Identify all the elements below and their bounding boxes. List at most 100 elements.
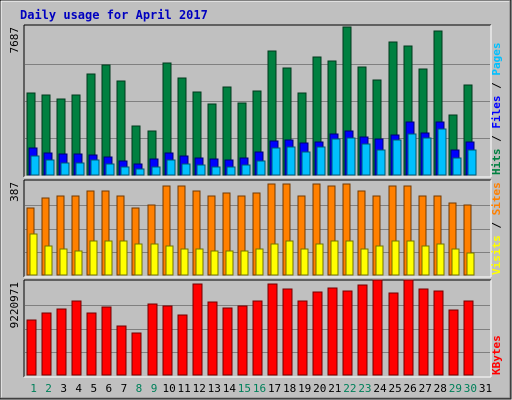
- x-tick-label-day-28: 28: [434, 382, 447, 395]
- bar-kbytes-day-9: [147, 303, 158, 376]
- panel-kbytes: 9220971 KBytes: [8, 279, 503, 378]
- x-tick-label-day-6: 6: [106, 382, 113, 395]
- bar-kbytes-day-26: [403, 279, 414, 376]
- bar-sites-day-9: [150, 243, 159, 276]
- bar-pages-day-24: [376, 149, 386, 176]
- series-label-separator: /: [490, 129, 503, 149]
- bar-pages-day-12: [196, 164, 206, 176]
- bar-pages-day-20: [316, 146, 326, 176]
- bar-pages-day-2: [45, 159, 55, 176]
- bar-sites-day-19: [300, 248, 309, 276]
- bar-sites-day-28: [436, 243, 445, 276]
- bar-pages-day-10: [166, 159, 176, 176]
- x-tick-label-day-3: 3: [60, 382, 67, 395]
- bar-sites-day-7: [119, 240, 128, 276]
- bar-kbytes-day-13: [207, 301, 218, 376]
- bar-sites-day-18: [285, 240, 294, 276]
- bar-pages-day-13: [211, 166, 221, 176]
- bar-kbytes-day-18: [282, 288, 293, 376]
- bar-kbytes-day-25: [388, 292, 399, 376]
- bar-pages-day-15: [241, 164, 251, 176]
- series-label-kbytes: KBytes: [490, 335, 503, 375]
- bar-pages-day-22: [346, 137, 356, 176]
- bar-pages-day-29: [452, 157, 462, 176]
- series-label-files: Files: [490, 96, 503, 129]
- chart-panels: 7687 Hits / Files / Pages 387 Visits / Site…: [8, 24, 503, 378]
- bar-kbytes-day-19: [297, 300, 308, 376]
- x-tick-label-day-1: 1: [30, 382, 37, 395]
- x-tick-label-day-21: 21: [328, 382, 341, 395]
- x-tick-label-day-9: 9: [151, 382, 158, 395]
- bar-kbytes-day-4: [71, 300, 82, 376]
- bar-sites-day-30: [466, 252, 475, 276]
- bar-kbytes-day-27: [418, 288, 429, 376]
- bar-pages-day-18: [286, 146, 296, 176]
- bar-sites-day-29: [451, 248, 460, 276]
- bar-sites-day-2: [44, 245, 53, 276]
- bar-kbytes-day-22: [342, 290, 353, 376]
- bar-kbytes-day-7: [116, 325, 127, 376]
- bar-kbytes-day-28: [433, 290, 444, 376]
- bar-sites-day-3: [59, 248, 68, 276]
- x-tick-label-day-4: 4: [75, 382, 82, 395]
- x-tick-label-day-7: 7: [121, 382, 128, 395]
- bar-pages-day-23: [361, 143, 371, 176]
- bar-sites-day-17: [270, 243, 279, 276]
- series-label-pages: Pages: [490, 43, 503, 76]
- bar-sites-day-12: [195, 248, 204, 276]
- panel-ymax-label: 7687: [8, 27, 21, 54]
- bar-sites-day-4: [74, 250, 83, 276]
- bar-kbytes-day-15: [237, 305, 248, 376]
- bar-pages-day-17: [271, 147, 281, 176]
- x-tick-label-day-26: 26: [404, 382, 417, 395]
- bar-pages-day-9: [151, 166, 161, 176]
- bar-sites-day-22: [345, 240, 354, 276]
- x-tick-label-day-23: 23: [358, 382, 371, 395]
- bar-kbytes-day-30: [463, 300, 474, 376]
- bar-pages-day-3: [60, 162, 70, 176]
- bar-pages-day-11: [181, 163, 191, 176]
- panel-ymax-label: 387: [8, 182, 21, 202]
- bar-pages-day-7: [120, 166, 130, 176]
- bar-kbytes-day-10: [162, 305, 173, 376]
- bar-sites-day-27: [421, 245, 430, 276]
- x-tick-label-day-8: 8: [136, 382, 143, 395]
- x-tick-label-day-11: 11: [178, 382, 191, 395]
- bar-sites-day-13: [210, 250, 219, 276]
- bar-pages-day-19: [301, 151, 311, 176]
- bar-pages-day-4: [75, 162, 85, 176]
- x-tick-label-day-29: 29: [449, 382, 462, 395]
- panel-visits-sites: 387 Visits / Sites: [8, 179, 503, 278]
- x-tick-label-day-27: 27: [419, 382, 432, 395]
- bar-kbytes-day-12: [192, 283, 203, 376]
- panel-series-labels: Visits / Sites: [490, 182, 503, 275]
- bar-pages-day-30: [467, 149, 477, 176]
- x-tick-label-day-2: 2: [45, 382, 52, 395]
- bar-pages-day-25: [392, 139, 402, 176]
- bar-sites-day-21: [330, 240, 339, 276]
- x-tick-label-day-20: 20: [313, 382, 326, 395]
- panel-hits-pages-files: 7687 Hits / Files / Pages: [8, 24, 503, 178]
- bar-pages-day-14: [226, 166, 236, 176]
- x-tick-label-day-12: 12: [193, 382, 206, 395]
- bar-kbytes-day-23: [357, 284, 368, 376]
- bar-kbytes-day-24: [372, 279, 383, 376]
- bar-pages-day-5: [90, 159, 100, 176]
- bar-kbytes-day-3: [56, 308, 67, 376]
- x-tick-label-day-24: 24: [373, 382, 387, 395]
- bar-pages-day-16: [256, 160, 266, 176]
- bar-kbytes-day-16: [252, 300, 263, 376]
- bar-sites-day-14: [225, 250, 234, 276]
- bar-pages-day-6: [105, 163, 115, 176]
- x-tick-label-day-22: 22: [343, 382, 356, 395]
- bar-sites-day-8: [134, 243, 143, 276]
- panel-series-labels: KBytes: [490, 335, 503, 375]
- bar-pages-day-26: [407, 133, 417, 176]
- bar-sites-day-26: [406, 240, 415, 276]
- bar-kbytes-day-14: [222, 307, 233, 376]
- chart-title: Daily usage for April 2017: [20, 8, 208, 22]
- bar-kbytes-day-6: [101, 306, 112, 376]
- bar-sites-day-25: [391, 240, 400, 276]
- bar-kbytes-day-11: [177, 314, 188, 376]
